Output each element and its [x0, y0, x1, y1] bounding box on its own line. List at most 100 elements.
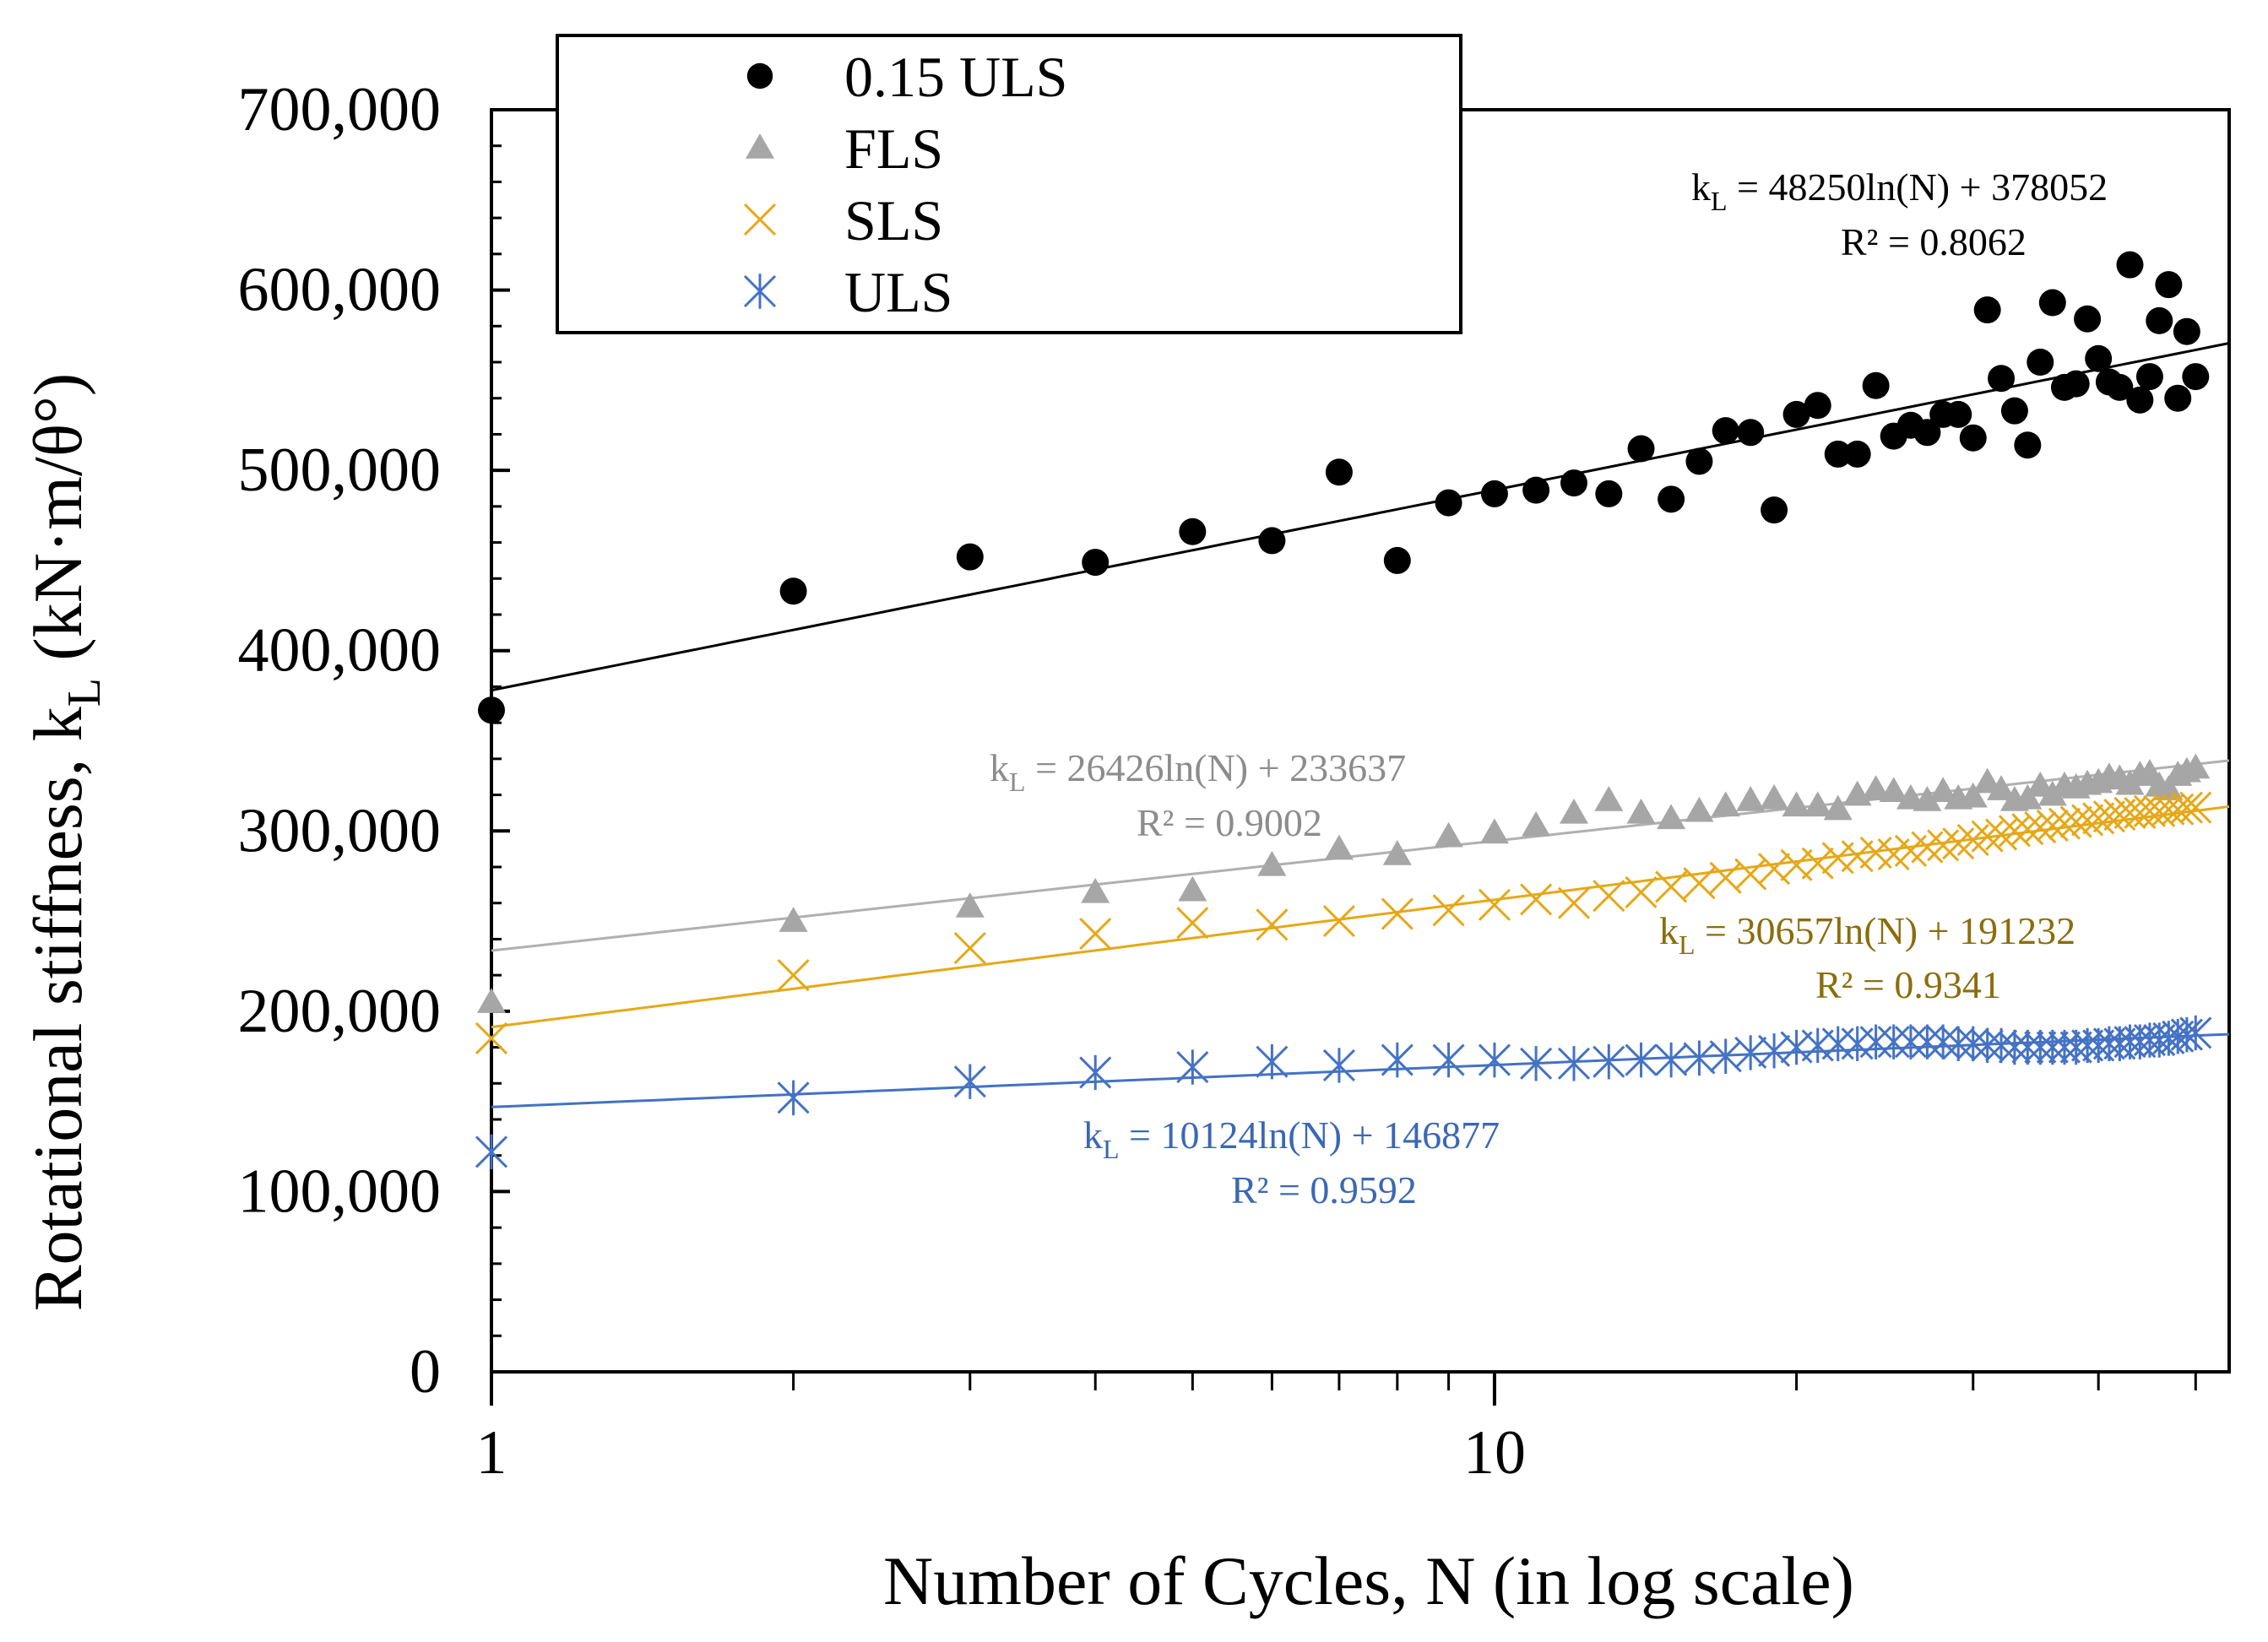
- data-point-0-15-uls: [2182, 363, 2210, 391]
- trend-equation-sls: kL = 30657ln(N) + 191232: [1659, 909, 2075, 960]
- y-tick-label: 200,000: [238, 977, 442, 1046]
- equation-k: k: [1083, 1114, 1103, 1157]
- data-point-0-15-uls: [2106, 373, 2134, 401]
- data-point-sls: [2071, 804, 2104, 837]
- y-tick-label: 0: [410, 1337, 441, 1406]
- data-point-uls: [953, 1064, 986, 1099]
- data-point-0-15-uls: [1782, 400, 1810, 428]
- legend: 0.15 ULS FLS SLS ULS: [556, 34, 1462, 334]
- data-point-sls: [1381, 897, 1413, 930]
- data-point-sls: [1927, 829, 1960, 862]
- data-point-uls: [475, 1134, 508, 1170]
- data-point-sls: [1956, 823, 1989, 857]
- data-point-0-15-uls: [2173, 317, 2200, 345]
- data-point-0-15-uls: [2126, 386, 2154, 414]
- data-point-uls: [1381, 1042, 1413, 1078]
- legend-marker-uls: [743, 274, 777, 309]
- data-point-0-15-uls: [2027, 349, 2054, 376]
- data-point-sls: [1801, 847, 1834, 880]
- data-point-0-15-uls: [1560, 469, 1588, 497]
- y-tick-label: 600,000: [238, 256, 442, 325]
- data-point-0-15-uls: [1862, 371, 1890, 399]
- data-point-fls: [1257, 850, 1287, 876]
- data-point-fls: [1987, 775, 2016, 800]
- data-point-uls: [1683, 1040, 1716, 1076]
- equation-subscript: L: [1679, 929, 1696, 960]
- data-point-0-15-uls: [1325, 458, 1353, 486]
- data-point-0-15-uls: [1988, 365, 2016, 393]
- data-point-sls: [1079, 917, 1112, 951]
- data-point-0-15-uls: [956, 543, 984, 571]
- data-point-uls: [1758, 1033, 1791, 1069]
- equation-body: = 48250ln(N) + 378052: [1728, 165, 2108, 209]
- legend-label-0-15-uls: 0.15 ULS: [844, 45, 1067, 109]
- data-point-fls: [2013, 783, 2043, 810]
- data-point-uls: [1079, 1054, 1112, 1091]
- data-point-sls: [2179, 791, 2212, 824]
- data-point-fls: [1803, 791, 1832, 817]
- legend-label-uls: ULS: [844, 260, 952, 324]
- data-point-fls: [1879, 777, 1908, 803]
- trendline-0-15-uls: [491, 342, 2230, 692]
- data-point-0-15-uls: [1595, 480, 1623, 507]
- data-point-uls: [1942, 1026, 1975, 1061]
- data-point-fls: [2181, 753, 2211, 779]
- data-point-fls: [1382, 840, 1412, 865]
- data-point-uls: [1859, 1024, 1892, 1059]
- data-point-0-15-uls: [1258, 527, 1286, 555]
- data-point-0-15-uls: [2000, 397, 2028, 425]
- trend-equation-0-15-uls: kL = 48250ln(N) + 378052: [1691, 165, 2108, 216]
- data-point-sls: [777, 959, 810, 992]
- data-point-0-15-uls: [1959, 424, 1987, 452]
- data-point-sls: [2092, 800, 2125, 833]
- trend-equation-fls: kL = 26426ln(N) + 233637: [990, 746, 1406, 797]
- data-point-fls: [1711, 791, 1740, 817]
- y-tick-label: 300,000: [238, 796, 442, 865]
- data-point-fls: [1929, 777, 1958, 803]
- data-point-uls: [1894, 1024, 1927, 1059]
- data-point-0-15-uls: [1913, 419, 1941, 447]
- data-point-sls: [1655, 870, 1688, 903]
- data-point-uls: [777, 1080, 810, 1116]
- data-point-sls: [2103, 799, 2136, 832]
- data-point-sls: [1984, 818, 2018, 851]
- trendline-uls: [491, 1032, 2230, 1108]
- y-axis-title-subscript: L: [58, 678, 111, 707]
- data-point-0-15-uls: [1627, 435, 1655, 463]
- data-point-fls: [1958, 782, 1988, 808]
- data-point-0-15-uls: [478, 696, 505, 724]
- data-point-fls: [1560, 798, 1589, 824]
- data-point-0-15-uls: [2135, 363, 2163, 391]
- data-point-sls: [1683, 867, 1716, 900]
- data-point-0-15-uls: [1945, 400, 1972, 428]
- data-point-0-15-uls: [1824, 440, 1852, 468]
- data-point-0-15-uls: [1804, 392, 1831, 420]
- y-axis-title: Rotational stiffness, kL (kN·m/θ°): [19, 373, 111, 1311]
- data-point-0-15-uls: [1383, 546, 1411, 574]
- x-tick-label: 10: [1463, 1418, 1526, 1488]
- y-tick-label: 100,000: [238, 1157, 442, 1226]
- equation-subscript: L: [1103, 1134, 1120, 1164]
- y-tick-label: 400,000: [238, 616, 442, 686]
- equation-body: = 30657ln(N) + 191232: [1696, 909, 2076, 952]
- data-point-sls: [1256, 908, 1289, 941]
- data-point-0-15-uls: [2155, 271, 2183, 299]
- data-point-sls: [953, 932, 986, 965]
- trend-r2-fls: R² = 0.9002: [1137, 801, 1322, 844]
- data-point-uls: [1176, 1049, 1209, 1085]
- data-point-uls: [1322, 1048, 1356, 1083]
- data-point-fls: [1685, 796, 1714, 822]
- equation-subscript: L: [1711, 186, 1728, 216]
- data-point-0-15-uls: [2116, 251, 2144, 279]
- data-point-sls: [1592, 880, 1625, 913]
- data-point-uls: [1625, 1042, 1658, 1078]
- data-point-uls: [1478, 1042, 1511, 1078]
- trend-r2-uls: R² = 0.9592: [1231, 1168, 1417, 1211]
- data-point-0-15-uls: [1712, 417, 1739, 445]
- data-point-0-15-uls: [1761, 496, 1788, 524]
- legend-marker-sls: [743, 203, 777, 236]
- data-point-uls: [1256, 1043, 1289, 1080]
- data-point-sls: [1478, 888, 1511, 921]
- data-point-fls: [1178, 875, 1207, 902]
- data-point-0-15-uls: [1973, 296, 2001, 324]
